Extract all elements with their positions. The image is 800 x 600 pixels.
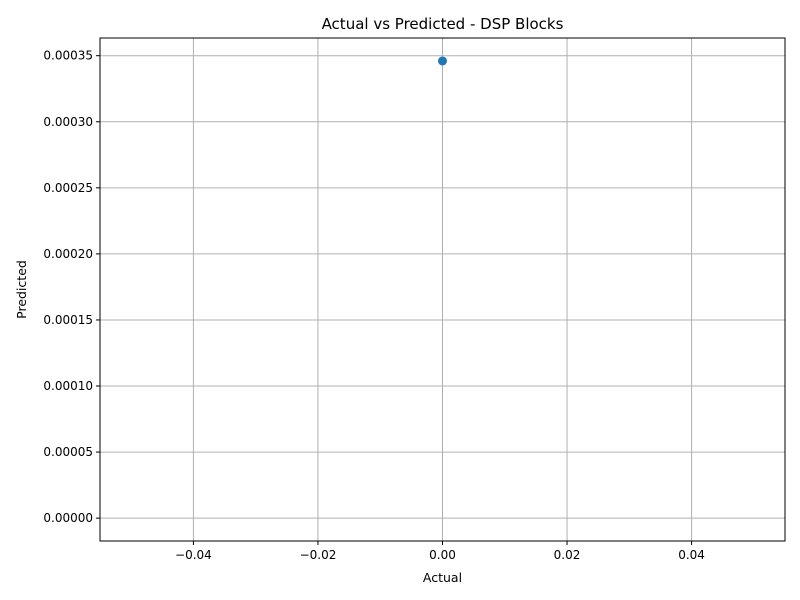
x-tick-label: 0.02: [554, 548, 581, 562]
plot-frame: [99, 37, 786, 542]
y-tick-label: 0.00020: [43, 247, 93, 261]
x-tick-label: 0.00: [429, 548, 456, 562]
x-tick-label: −0.02: [300, 548, 337, 562]
y-axis-label: Predicted: [14, 260, 29, 319]
y-tick-label: 0.00010: [43, 379, 93, 393]
grid: [100, 38, 785, 541]
y-tick-label: 0.00030: [43, 115, 93, 129]
x-tick-label: −0.04: [175, 548, 212, 562]
y-tick-label: 0.00015: [43, 313, 93, 327]
data-points: [438, 56, 447, 66]
x-axis-label: Actual: [423, 570, 462, 585]
chart-title: Actual vs Predicted - DSP Blocks: [322, 15, 564, 33]
y-tick-label: 0.00035: [43, 49, 93, 63]
y-tick-label: 0.00025: [43, 181, 93, 195]
y-tick-label: 0.00005: [43, 445, 93, 459]
data-point: [438, 56, 447, 66]
x-axis-ticks: −0.04 −0.02 0.00 0.02 0.04: [175, 541, 705, 562]
y-axis-ticks: 0.00000 0.00005 0.00010 0.00015 0.00020 0.000…: [43, 49, 100, 525]
x-tick-label: 0.04: [678, 548, 705, 562]
y-tick-label: 0.00000: [43, 511, 93, 525]
